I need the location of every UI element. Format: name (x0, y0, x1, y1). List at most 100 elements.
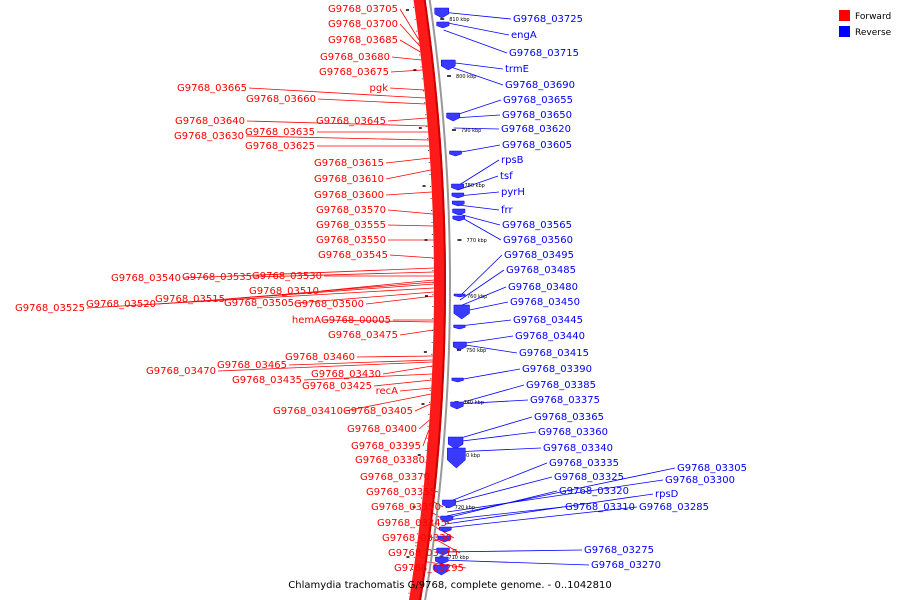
reverse-leader-line (453, 431, 537, 443)
forward-gene-label: G9768_03705 (328, 4, 398, 15)
reverse-gene-label: G9768_03335 (549, 458, 619, 469)
reverse-gene-feature (447, 447, 466, 469)
forward-gene-labels: G9768_03705 G9768_03700 G9768_03685 G9768_0… (15, 4, 464, 574)
scale-tick-label: 720 kbp (455, 505, 475, 511)
reverse-gene-feature (453, 324, 466, 330)
reverse-gene-feature (436, 21, 450, 29)
forward-gene-label: G9768_03640 (175, 116, 245, 127)
reverse-gene-feature (435, 556, 449, 565)
forward-leader-line (295, 291, 435, 304)
forward-gene-label: G9768_03550 (316, 235, 386, 246)
forward-leader-line (246, 120, 428, 127)
forward-gene-label: G9768_03700 (328, 19, 398, 30)
forward-gene-label: G9768_03625 (245, 141, 315, 152)
backbone-inner-shade (419, 0, 447, 600)
forward-gene-label: G9768_03510 (249, 286, 319, 297)
forward-gene-label: G9768_03525 (15, 303, 85, 314)
reverse-leader-line (459, 335, 514, 345)
reverse-gene-label: G9768_03690 (505, 80, 575, 91)
reverse-gene-feature (452, 215, 466, 222)
scale-tick-label: 780 kbp (464, 183, 484, 189)
forward-leader-line (399, 23, 420, 47)
forward-gene-label: G9768_03500 (294, 299, 364, 310)
reverse-gene-label: trmE (505, 64, 529, 75)
reverse-gene-label: G9768_03495 (504, 250, 574, 261)
reverse-leader-line (443, 29, 508, 54)
reverse-gene-label: G9768_03415 (519, 348, 589, 359)
forward-gene-label: G9768_03475 (328, 330, 398, 341)
reverse-gene-feature (453, 293, 466, 298)
reverse-leader-line (442, 21, 510, 36)
reverse-leader-line (447, 479, 664, 513)
forward-leader-line (373, 379, 432, 387)
reverse-gene-label: tsf (500, 171, 513, 182)
reverse-leader-line (452, 114, 501, 119)
reverse-gene-label: G9768_03650 (502, 110, 572, 121)
forward-gene-label: G9768_00005 (321, 315, 391, 326)
forward-gene-label: G9768_03430 (311, 369, 381, 380)
forward-leader-line (389, 254, 434, 259)
reverse-gene-label: G9768_03565 (502, 220, 572, 231)
forward-gene-label: G9768_03460 (285, 352, 355, 363)
forward-gene-label: G9768_03315 (388, 548, 458, 559)
reverse-gene-label: rpsB (501, 155, 524, 166)
forward-leader-line (226, 281, 435, 300)
reverse-gene-label: G9768_03445 (513, 315, 583, 326)
forward-leader-line (317, 98, 426, 105)
reverse-gene-label: G9768_03275 (584, 545, 654, 556)
forward-leader-line (387, 117, 428, 122)
reverse-gene-feature (452, 341, 467, 351)
reverse-gene-label: engA (511, 30, 537, 41)
forward-leader-line (422, 429, 430, 447)
forward-gene-label: G9768_03675 (319, 67, 389, 78)
forward-gene-label: G9768_03380 (355, 455, 425, 466)
reverse-gene-label: G9768_03270 (591, 560, 661, 571)
forward-gene-label: G9768_03330 (382, 533, 452, 544)
reverse-gene-label: G9768_03390 (522, 364, 592, 375)
forward-gene-label: G9768_03465 (217, 360, 287, 371)
forward-leader-line (385, 157, 431, 164)
reverse-gene-label: pyrH (501, 187, 525, 198)
forward-leader-line (390, 69, 423, 73)
forward-gene-label: G9768_03400 (347, 424, 417, 435)
reverse-leader-line (446, 467, 676, 517)
reverse-leader-line (452, 99, 502, 117)
reverse-gene-feature (451, 183, 465, 191)
forward-leader-line (399, 387, 432, 392)
reverse-gene-feature (439, 526, 452, 533)
forward-gene-label: G9768_03295 (394, 563, 464, 574)
legend: Forward Reverse (839, 10, 892, 38)
forward-leader-line (86, 287, 435, 309)
forward-gene-label: G9768_03410 (273, 406, 343, 417)
forward-gene-label: G9768_03505 (224, 298, 294, 309)
forward-leader-line (399, 39, 421, 53)
reverse-gene-feature (450, 401, 464, 410)
forward-gene-label: G9768_03665 (177, 83, 247, 94)
reverse-leader-line (445, 506, 638, 529)
reverse-leader-line (453, 127, 500, 130)
scale-tick-label: 760 kbp (467, 294, 487, 300)
reverse-gene-label: G9768_03320 (559, 486, 629, 497)
forward-gene-label: recA (376, 386, 399, 397)
reverse-gene-label: G9768_03285 (639, 502, 709, 513)
reverse-leader-line (459, 343, 518, 354)
reverse-gene-label: G9768_03655 (503, 95, 573, 106)
forward-leader-line (322, 319, 434, 323)
forward-leader-line (414, 403, 431, 412)
backbone-outer-edge (424, 0, 452, 600)
forward-gene-label: G9768_03405 (343, 406, 413, 417)
forward-leader-line (418, 419, 430, 430)
reverse-gene-label: G9768_03325 (554, 472, 624, 483)
reverse-leader-line (448, 462, 548, 503)
forward-gene-label: G9768_03425 (302, 381, 372, 392)
forward-gene-label: G9768_03395 (351, 441, 421, 452)
reverse-leader-line (453, 416, 533, 441)
forward-leader-line (387, 224, 434, 227)
reverse-gene-label: G9768_03300 (665, 475, 735, 486)
forward-gene-label: G9768_03350 (371, 502, 441, 513)
reverse-gene-feature (449, 150, 462, 157)
forward-leader-lines (86, 8, 467, 569)
reverse-gene-label: G9768_03365 (534, 412, 604, 423)
reverse-gene-label: G9768_03310 (565, 502, 635, 513)
